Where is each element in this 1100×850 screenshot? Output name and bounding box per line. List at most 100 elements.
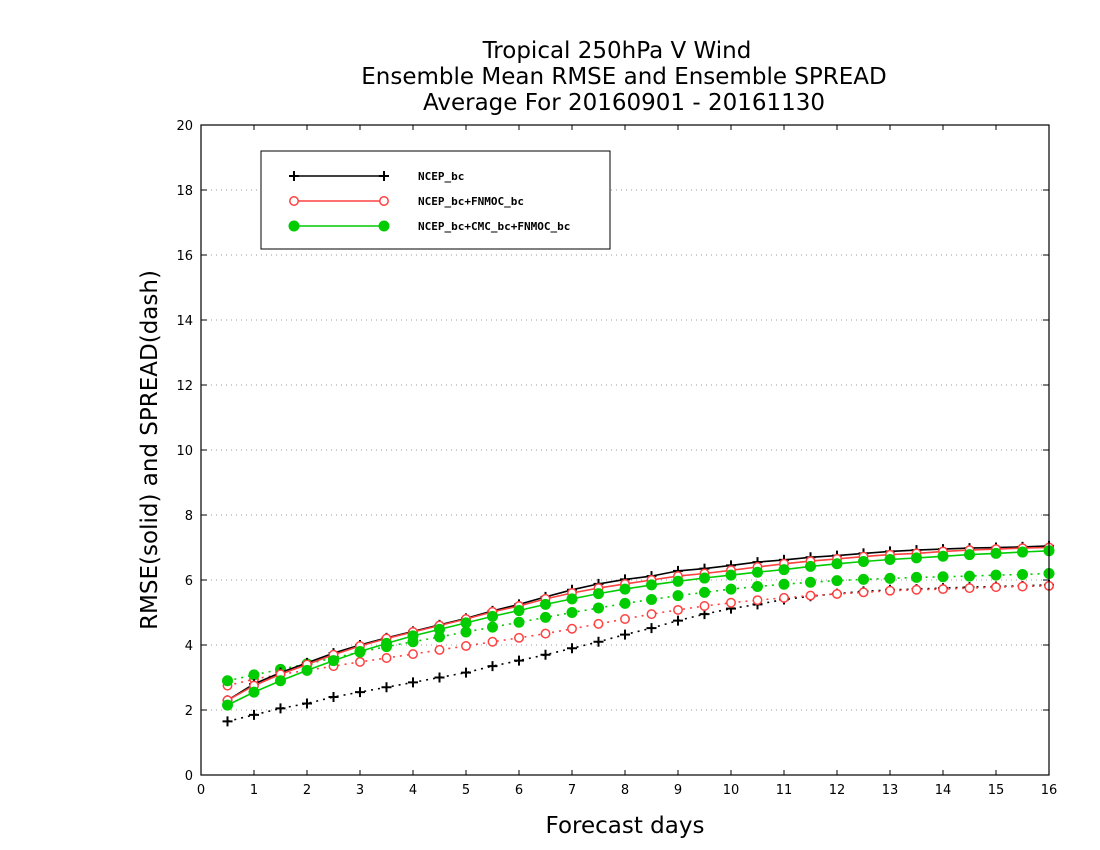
series-2-rmse-point-11 bbox=[513, 605, 525, 617]
series-2-rmse-point-12 bbox=[540, 598, 551, 610]
series-0-spread-point-5 bbox=[355, 687, 365, 698]
series-1-spread-point-25 bbox=[885, 585, 895, 596]
series-2-rmse-point-5 bbox=[354, 646, 366, 657]
series-2-spread-point-13 bbox=[566, 607, 578, 618]
series-1-spread-point-13 bbox=[567, 623, 577, 634]
series-2-spread-point-25 bbox=[884, 572, 896, 584]
series-2-spread-point-15 bbox=[619, 597, 631, 609]
y-tick-label-6: 6 bbox=[185, 574, 193, 589]
series-layer bbox=[222, 540, 1055, 727]
legend-marker-left-0 bbox=[289, 171, 299, 181]
series-1-spread-point-5 bbox=[355, 656, 365, 667]
series-0-spread-point-7 bbox=[408, 677, 418, 688]
series-2-rmse-point-19 bbox=[725, 569, 737, 581]
series-1-spread-point-20 bbox=[752, 595, 763, 606]
series-2-spread-point-12 bbox=[540, 611, 551, 623]
x-tick-label-5: 5 bbox=[462, 783, 470, 798]
series-1-spread-point-17 bbox=[673, 604, 683, 615]
x-tick-label-3: 3 bbox=[356, 783, 364, 798]
series-0-spread-point-10 bbox=[487, 661, 498, 672]
series-2-rmse-point-8 bbox=[434, 623, 445, 635]
series-2-spread-point-17 bbox=[672, 590, 684, 602]
series-1-spread-line bbox=[227, 585, 1050, 687]
legend-marker-left-1 bbox=[289, 196, 299, 206]
y-tick-label-16: 16 bbox=[176, 249, 193, 264]
series-0-spread bbox=[222, 579, 1054, 727]
series-2-rmse-point-7 bbox=[407, 630, 419, 642]
series-2-rmse-point-18 bbox=[699, 572, 710, 584]
x-tick-label-6: 6 bbox=[515, 783, 523, 798]
series-2-rmse-point-28 bbox=[964, 549, 975, 561]
series-1-spread-point-28 bbox=[964, 583, 975, 594]
series-1-spread-point-24 bbox=[858, 587, 869, 598]
y-tick-label-18: 18 bbox=[176, 184, 193, 199]
series-2-spread-point-28 bbox=[964, 570, 975, 582]
series-1-spread-point-27 bbox=[938, 584, 948, 595]
series-1-spread bbox=[222, 580, 1054, 691]
series-0-spread-point-1 bbox=[249, 709, 259, 720]
series-0-rmse-line bbox=[227, 545, 1050, 701]
legend-label-0: NCEP_bc bbox=[418, 170, 464, 183]
x-tick-label-7: 7 bbox=[568, 783, 576, 798]
legend-entry-1: NCEP_bc+FNMOC_bc bbox=[289, 195, 524, 208]
series-0-spread-point-12 bbox=[540, 649, 551, 660]
y-axis-label: RMSE(solid) and SPREAD(dash) bbox=[137, 270, 163, 630]
series-2-rmse-point-30 bbox=[1017, 546, 1028, 558]
legend-entry-0: NCEP_bc bbox=[289, 170, 464, 183]
legend: NCEP_bc NCEP_bc+FNMOC_bc NCEP_bc+CMC_bc+FN… bbox=[260, 150, 611, 250]
series-2-spread-point-14 bbox=[593, 602, 604, 614]
series-1-spread-point-9 bbox=[461, 641, 471, 651]
series-2-rmse-point-4 bbox=[328, 655, 339, 667]
series-1-spread-point-22 bbox=[805, 590, 816, 601]
series-1-spread-point-15 bbox=[620, 614, 630, 624]
x-tick-label-0: 0 bbox=[197, 783, 205, 798]
x-tick-label-10: 10 bbox=[723, 783, 740, 798]
series-2-rmse-point-0 bbox=[222, 699, 233, 711]
series-1-spread-point-18 bbox=[699, 601, 710, 611]
series-2-spread-point-29 bbox=[990, 569, 1002, 581]
series-2-spread-point-1 bbox=[248, 669, 260, 681]
series-2-spread-point-0 bbox=[222, 675, 233, 687]
series-1-spread-point-6 bbox=[381, 653, 392, 663]
x-tick-label-15: 15 bbox=[988, 783, 1005, 798]
series-2-rmse-point-24 bbox=[858, 555, 869, 567]
series-1-spread-point-8 bbox=[434, 644, 445, 655]
x-tick-label-16: 16 bbox=[1041, 783, 1058, 798]
x-tick-label-14: 14 bbox=[935, 783, 952, 798]
legend-marker-right-2 bbox=[378, 220, 390, 232]
legend-marker-left-2 bbox=[288, 220, 300, 232]
series-0-spread-point-17 bbox=[673, 615, 683, 626]
series-2-rmse-point-23 bbox=[831, 558, 843, 570]
series-1-spread-point-26 bbox=[911, 584, 922, 595]
series-2-spread-point-19 bbox=[725, 583, 737, 595]
series-1-spread-point-21 bbox=[779, 592, 789, 603]
series-2-rmse-point-27 bbox=[937, 550, 949, 562]
chart-title-line-1: Tropical 250hPa V Wind bbox=[482, 38, 752, 64]
axis-ticks: 0 1 2 3 4 5 6 7 8 9 10 11 12 13 14 15 160246810121416182… bbox=[176, 119, 1057, 798]
series-2-rmse-point-20 bbox=[752, 566, 763, 578]
series-0-spread-point-6 bbox=[381, 682, 392, 693]
series-2-spread-point-16 bbox=[646, 594, 657, 605]
series-2-spread-line bbox=[227, 572, 1050, 682]
series-1-spread-point-12 bbox=[540, 628, 551, 639]
series-2-rmse-point-1 bbox=[248, 686, 260, 698]
series-2-spread-point-9 bbox=[460, 626, 472, 638]
series-2-rmse-point-17 bbox=[672, 575, 684, 587]
series-2-rmse-point-22 bbox=[805, 560, 816, 572]
series-2-spread-point-10 bbox=[487, 621, 498, 633]
series-1-spread-point-14 bbox=[593, 618, 604, 629]
series-2-spread-point-21 bbox=[778, 578, 790, 590]
series-0-spread-point-16 bbox=[646, 623, 657, 634]
series-2-rmse-point-9 bbox=[460, 617, 472, 629]
y-tick-label-4: 4 bbox=[185, 639, 193, 654]
y-tick-label-20: 20 bbox=[176, 119, 193, 134]
series-2-rmse-point-3 bbox=[301, 664, 313, 676]
chart-title-line-3: Average For 20160901 - 20161130 bbox=[423, 90, 825, 116]
series-1-rmse-line bbox=[227, 546, 1050, 701]
x-tick-label-2: 2 bbox=[303, 783, 311, 798]
y-tick-label-2: 2 bbox=[185, 704, 193, 719]
series-2-spread-point-20 bbox=[752, 581, 763, 592]
series-2-rmse-point-10 bbox=[487, 610, 498, 622]
legend-box bbox=[260, 150, 611, 250]
